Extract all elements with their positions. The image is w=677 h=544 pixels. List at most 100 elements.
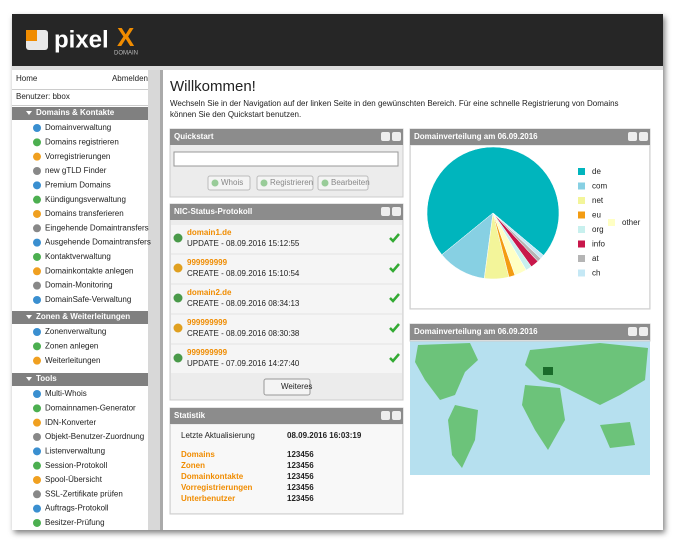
stats-label[interactable]: Domainkontakte <box>181 472 244 481</box>
panel-button[interactable] <box>639 132 648 141</box>
menu-icon <box>33 490 41 499</box>
panel-button[interactable] <box>628 327 637 336</box>
legend-swatch <box>578 255 585 262</box>
menu-item[interactable]: Spool-Übersicht <box>45 475 103 484</box>
menu-item[interactable]: Domainnamen-Generator <box>45 403 136 412</box>
menu-item[interactable]: IDN-Konverter <box>45 418 96 427</box>
divider <box>12 105 148 106</box>
menu-icon <box>33 475 41 484</box>
section-header[interactable] <box>12 107 148 120</box>
nic-domain[interactable]: 999999999 <box>187 318 228 327</box>
nic-entry <box>171 225 402 253</box>
section-title[interactable]: Tools <box>36 374 57 383</box>
menu-item[interactable]: Ausgehende Domaintransfers <box>45 238 151 247</box>
nic-icon <box>173 263 183 273</box>
panel-button[interactable] <box>381 132 390 141</box>
menu-item[interactable]: Zonen anlegen <box>45 341 98 350</box>
legend-label: de <box>592 167 601 176</box>
menu-icon <box>33 504 41 513</box>
more-label[interactable]: Weiteres <box>281 382 312 391</box>
section-header[interactable] <box>12 311 148 324</box>
panel-button[interactable] <box>392 132 401 141</box>
menu-item[interactable]: Domain-Monitoring <box>45 281 113 290</box>
check-icon <box>389 233 400 243</box>
menu-icon <box>33 432 41 441</box>
nic-entry <box>171 345 402 373</box>
panel-button[interactable] <box>381 207 390 216</box>
quickstart-button[interactable] <box>207 175 251 191</box>
quickstart-input[interactable] <box>173 151 399 167</box>
legend-label: info <box>592 240 605 249</box>
logo-x: X <box>117 22 135 52</box>
menu-icon <box>33 342 41 351</box>
menu-item[interactable]: Domains registrieren <box>45 137 119 146</box>
logo-text: pixel <box>54 26 109 53</box>
menu-item[interactable]: Session-Protokoll <box>45 461 107 470</box>
quickstart-button-label[interactable]: Registrieren <box>270 178 313 187</box>
menu-item[interactable]: Vorregistrierungen <box>45 152 110 161</box>
stats-value: 08.09.2016 16:03:19 <box>287 431 362 440</box>
menu-icon <box>33 166 41 175</box>
section-header[interactable] <box>12 373 148 386</box>
logout-link[interactable]: Abmelden <box>112 74 148 83</box>
legend-label: net <box>592 196 604 205</box>
nic-domain[interactable]: domain1.de <box>187 228 232 237</box>
stats-label[interactable]: Domains <box>181 450 215 459</box>
home-link[interactable]: Home <box>16 74 38 83</box>
section-title[interactable]: Domains & Kontakte <box>36 108 115 117</box>
intro-line: Wechseln Sie in der Navigation auf der l… <box>170 99 619 108</box>
menu-item[interactable]: Domainverwaltung <box>45 123 111 132</box>
splitter <box>160 70 163 530</box>
more-button[interactable] <box>263 378 311 396</box>
panel-button[interactable] <box>628 132 637 141</box>
stats-label[interactable]: Unterbenutzer <box>181 494 235 503</box>
menu-item[interactable]: Domainkontakte anlegen <box>45 266 134 275</box>
panel-button[interactable] <box>381 411 390 420</box>
legend-label: other <box>622 218 641 227</box>
menu-item[interactable]: SSL-Zertifikate prüfen <box>45 489 123 498</box>
panel-button[interactable] <box>639 327 648 336</box>
stats-label[interactable]: Zonen <box>181 461 205 470</box>
panel-button[interactable] <box>392 207 401 216</box>
legend-swatch <box>608 219 615 226</box>
check-icon <box>389 293 400 303</box>
menu-icon <box>33 518 41 527</box>
menu-item[interactable]: Premium Domains <box>45 180 111 189</box>
menu-item[interactable]: Objekt-Benutzer-Zuordnung <box>45 432 144 441</box>
menu-item[interactable]: Weiterleitungen <box>45 356 100 365</box>
nic-domain[interactable]: 999999999 <box>187 348 228 357</box>
menu-item[interactable]: Domains transferieren <box>45 209 124 218</box>
menu-item[interactable]: Multi-Whois <box>45 389 87 398</box>
menu-item[interactable]: Listenverwaltung <box>45 446 105 455</box>
stats-value: 123456 <box>287 472 314 481</box>
menu-item[interactable]: Eingehende Domaintransfers <box>45 223 149 232</box>
stats-body <box>171 425 402 513</box>
nic-domain[interactable]: domain2.de <box>187 288 232 297</box>
quickstart-button-label[interactable]: Bearbeiten <box>331 178 370 187</box>
menu-item[interactable]: Besitzer-Prüfung <box>45 518 105 527</box>
section-title[interactable]: Zonen & Weiterleitungen <box>36 312 130 321</box>
quickstart-button-label[interactable]: Whois <box>221 178 243 187</box>
legend-swatch <box>578 211 585 219</box>
nic-entry <box>171 255 402 283</box>
button-icon <box>211 179 219 187</box>
legend-swatch <box>578 240 585 248</box>
stats-value: 123456 <box>287 483 314 492</box>
menu-item[interactable]: Zonenverwaltung <box>45 327 106 336</box>
menu-item[interactable]: Auftrags-Protokoll <box>45 504 109 513</box>
menu-item[interactable]: DomainSafe-Verwaltung <box>45 295 131 304</box>
quickstart-button[interactable] <box>256 175 314 191</box>
menu-icon <box>33 390 41 398</box>
panel-button[interactable] <box>392 411 401 420</box>
stats-label[interactable]: Vorregistrierungen <box>181 483 253 492</box>
stats-value: 123456 <box>287 461 314 470</box>
legend-label: com <box>592 182 607 191</box>
quickstart-button[interactable] <box>317 175 369 191</box>
pie-slice <box>426 146 560 256</box>
menu-item[interactable]: new gTLD Finder <box>45 166 107 175</box>
menu-item[interactable]: Kündigungsverwaltung <box>45 195 126 204</box>
nic-domain[interactable]: 999999999 <box>187 258 228 267</box>
menu-item[interactable]: Kontaktverwaltung <box>45 252 111 261</box>
divider <box>12 89 148 90</box>
nic-status: CREATE - 08.09.2016 08:34:13 <box>187 299 300 308</box>
